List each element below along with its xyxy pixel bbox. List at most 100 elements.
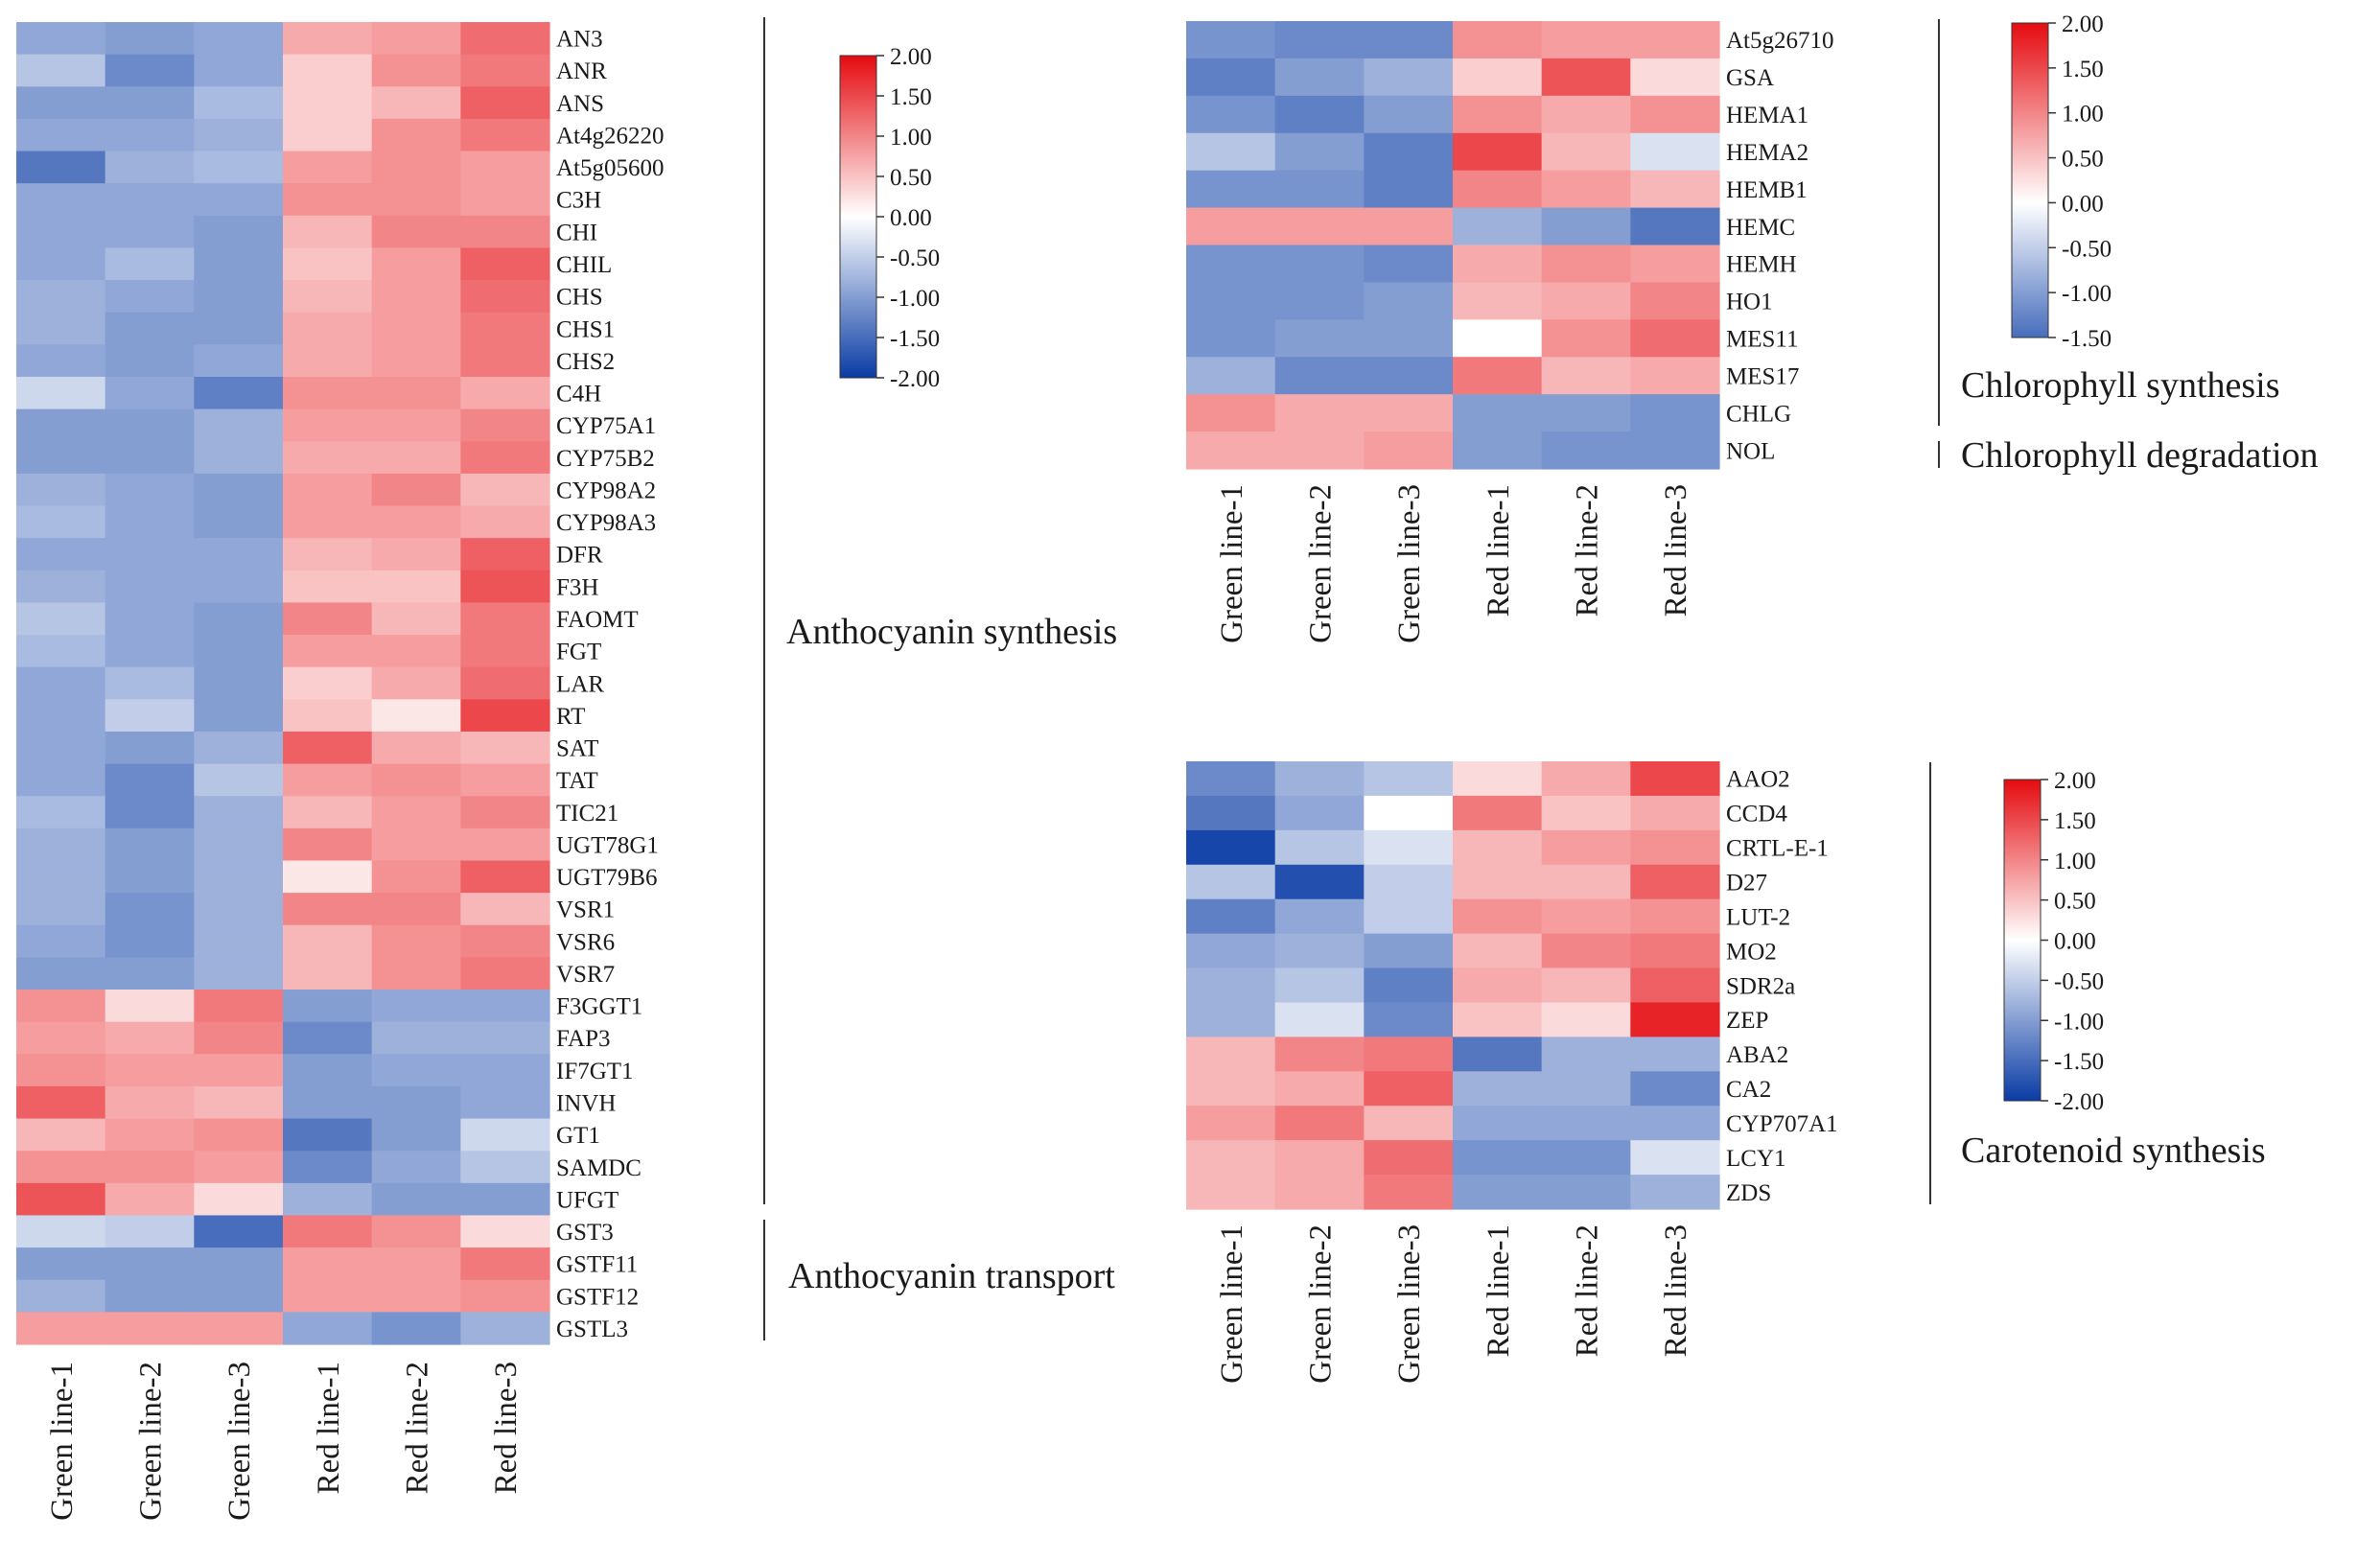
heatmap-cell [283,408,373,442]
heatmap-cell [460,344,550,378]
heatmap-cell [105,990,195,1023]
heatmap-cell [1453,319,1543,358]
heatmap-cell [1186,319,1276,358]
row-label: RT [556,704,585,730]
column-label: Green line-2 [134,1362,169,1521]
heatmap-cell [371,408,461,442]
heatmap-cell [1630,394,1720,432]
heatmap-cell [16,22,106,56]
heatmap-cell [194,538,284,571]
heatmap-cell [1453,829,1543,866]
colorbar-gradient [839,55,877,379]
heatmap-cell [194,22,284,56]
heatmap-cell [460,990,550,1023]
heatmap-cell [371,473,461,507]
heatmap-cell [194,763,284,797]
heatmap-cell [283,280,373,314]
heatmap-cell [1274,319,1365,358]
heatmap-cell [16,151,106,184]
heatmap-cell [194,1085,284,1120]
heatmap-cell [194,408,284,442]
heatmap-cell [283,183,373,217]
heatmap-cell [194,312,284,345]
colorbar-tick-label: -2.00 [890,366,940,392]
row-label: GSTF12 [556,1284,639,1310]
heatmap-anthocyanin: AN3 ANR ANS At4g26220 At5g05600 C3H CHI CHIL CHS… [16,22,665,1521]
heatmap-cell [371,183,461,217]
heatmap-cell [460,1279,550,1313]
heatmap-cell [1541,21,1631,59]
heatmap-cell [105,893,195,926]
heatmap-cell [1630,1002,1720,1037]
heatmap-carotenoid: AAO2 CCD4 CRTL-E-1 D27 LUT-2 MO2 SDR2a ZEP ABA2 C… [1186,761,1838,1384]
column-label: Red line-3 [1659,484,1693,617]
row-label: GST3 [556,1220,614,1246]
row-label: CYP75A1 [556,413,656,439]
heatmap-cell [460,86,550,120]
heatmap-cell [16,247,106,281]
colorbar-tick-label: -1.00 [2054,1009,2104,1035]
heatmap-cell [371,990,461,1023]
heatmap-cell [371,312,461,345]
heatmap-cell [1274,58,1365,97]
heatmap-cell [371,699,461,733]
heatmap-cell [1453,967,1543,1004]
heatmap-cell [283,1085,373,1120]
heatmap-cell [460,247,550,281]
heatmap-cell [16,635,106,668]
heatmap-cell [460,827,550,862]
colorbar-tick-label: 1.00 [2054,849,2096,874]
heatmap-cell [1364,1071,1454,1107]
heatmap-cell [194,602,284,636]
heatmap-cell [16,827,106,862]
heatmap-cell [1541,864,1631,900]
heatmap-cell [371,376,461,410]
heatmap-cell [194,86,284,120]
heatmap-cell [460,796,550,829]
heatmap-cell [1186,829,1276,866]
heatmap-cell [1630,245,1720,284]
heatmap-cell [105,1312,195,1345]
heatmap-cell [105,635,195,668]
heatmap-cell [16,1054,106,1087]
heatmap-cell [1274,95,1365,134]
heatmap-cell [16,1118,106,1152]
heatmap-cell [1274,898,1365,935]
heatmap-cell [16,1151,106,1184]
row-label: GSTL3 [556,1316,628,1342]
heatmap-cell [16,1312,106,1345]
heatmap-cell [283,763,373,797]
column-label: Red line-2 [1571,484,1605,617]
colorbar-tick-label: -2.00 [2054,1089,2104,1115]
heatmap-cell [371,22,461,56]
heatmap-cell [371,731,461,765]
heatmap-cell [16,1279,106,1313]
heatmap-cell [460,957,550,990]
heatmap-cell [16,280,106,314]
row-label: HEMH [1726,252,1797,278]
heatmap-cell [283,151,373,184]
row-label: C4H [556,382,601,408]
heatmap-cell [194,924,284,958]
heatmap-cell [1274,933,1365,969]
row-label: HO1 [1726,290,1773,315]
heatmap-cell [1186,282,1276,320]
heatmap-cell [16,1085,106,1120]
colorbar-tick-label: 1.50 [2054,808,2096,834]
heatmap-cell [16,990,106,1023]
row-label: HEMA1 [1726,103,1808,128]
heatmap-cell [1364,207,1454,246]
heatmap-cell [1274,357,1365,395]
colorbar-tick-label: 1.00 [2062,102,2104,128]
heatmap-cell [1541,95,1631,134]
heatmap-cell [194,1247,284,1281]
heatmap-cell [1186,1002,1276,1037]
row-label: DFR [556,543,603,569]
group-label-chlorophyll-degradation: Chlorophyll degradation [1961,435,2319,476]
heatmap-cell [1453,245,1543,284]
heatmap-cell [1274,394,1365,432]
heatmap-cell [16,505,106,539]
heatmap-cell [1453,898,1543,935]
heatmap-cell [194,151,284,184]
heatmap-cell [16,215,106,249]
